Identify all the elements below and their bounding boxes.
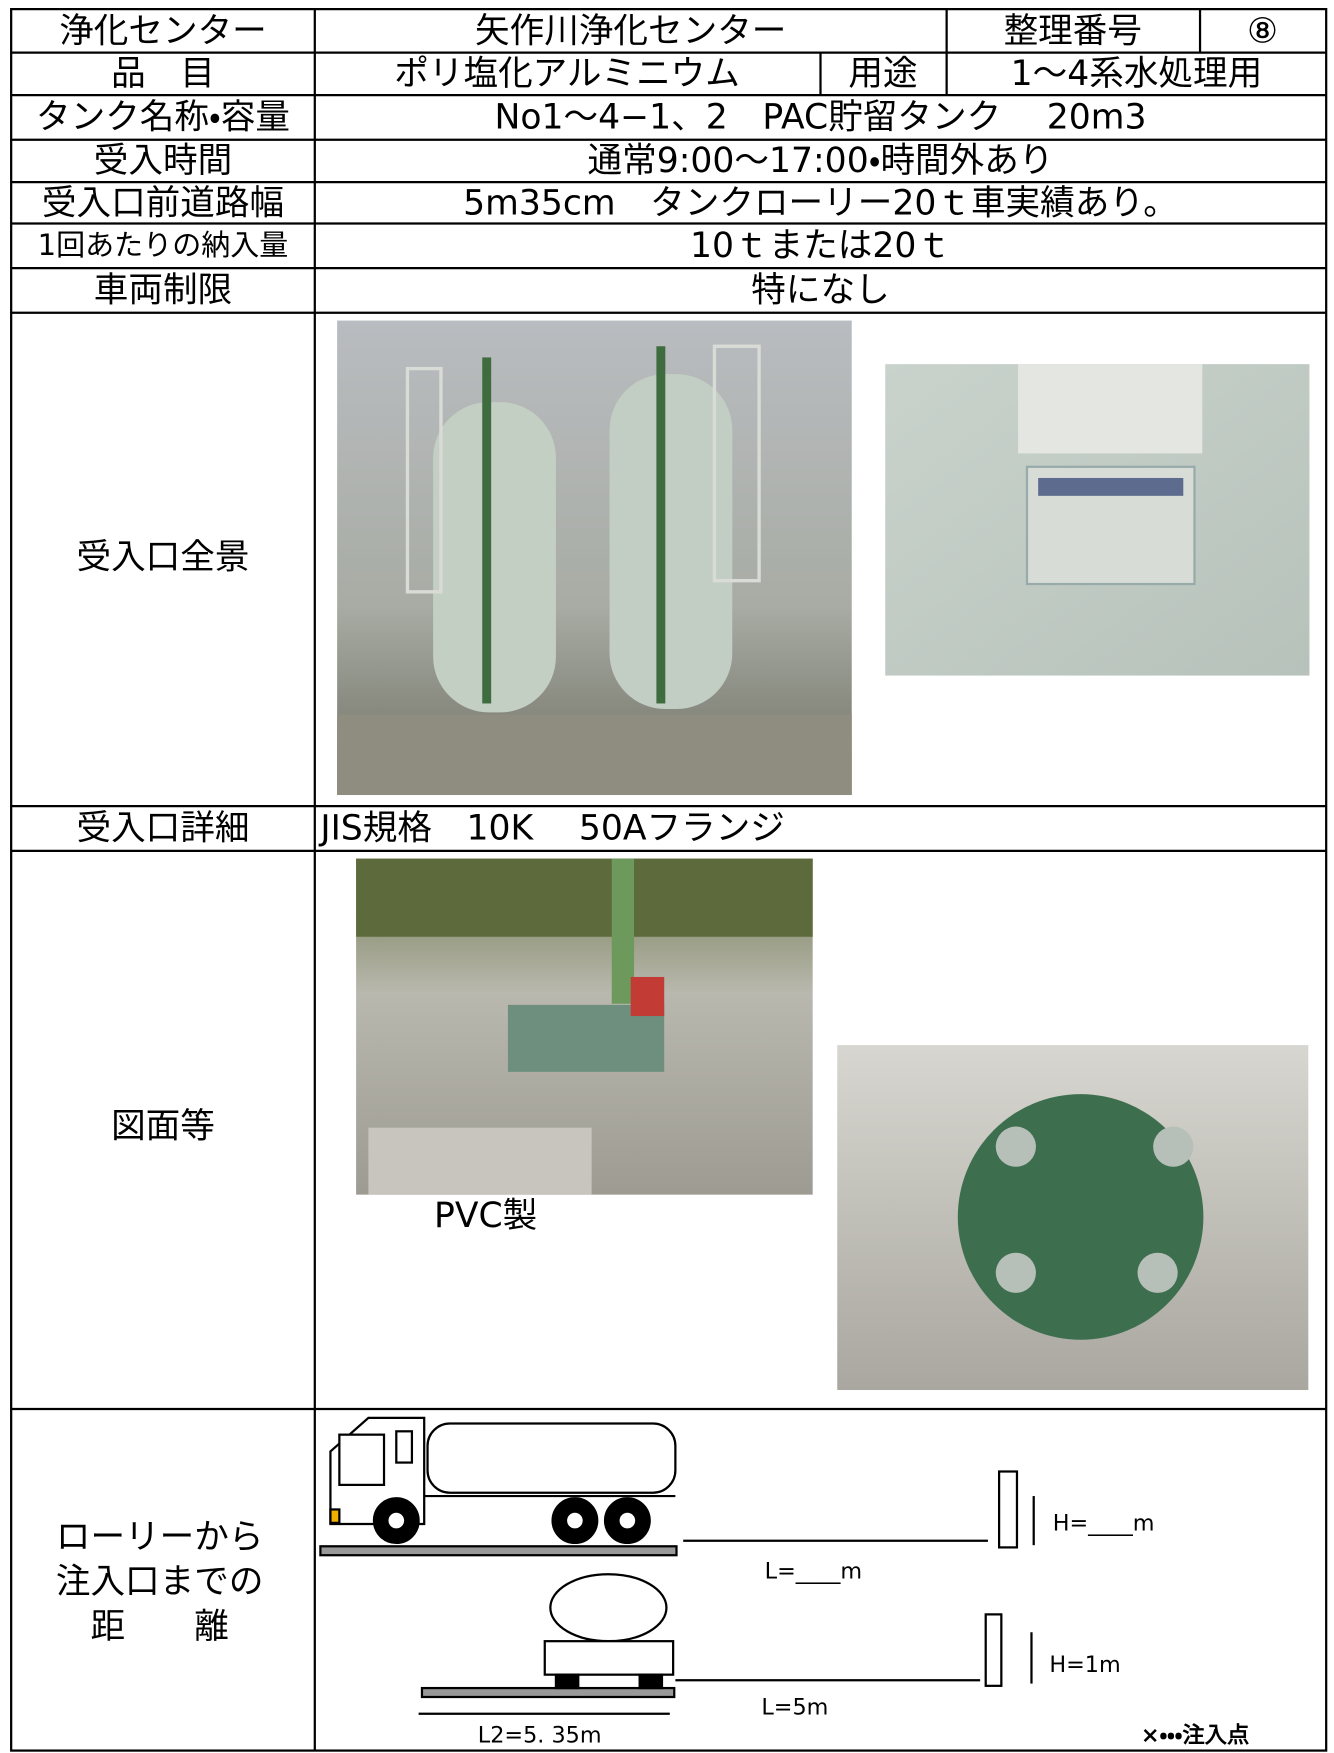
table-text: 浄化センター 矢作川浄化センター 整理番号 ⑧ 品 目 ポリ塩化アルミニウム 用…: [36, 12, 1278, 1647]
caption: PVC製: [434, 1196, 537, 1236]
value: ⑧: [1247, 12, 1278, 52]
value: ポリ塩化アルミニウム: [394, 54, 740, 94]
value: No1〜4−1、2 PAC貯留タンク 20m3: [494, 98, 1146, 138]
value: 1〜4系水処理用: [1011, 54, 1263, 94]
value: 10ｔまたは20ｔ: [690, 226, 951, 266]
value: 特になし: [751, 271, 889, 311]
label: 図面等: [111, 1107, 215, 1147]
label: 受入時間: [94, 141, 232, 181]
value: 5m35cm タンクローリー20ｔ車実績あり。: [463, 183, 1178, 223]
label: 受入口前道路幅: [42, 183, 284, 223]
length-label: L=5m: [761, 1695, 828, 1721]
label: 浄化センター: [59, 12, 267, 52]
diagram-labels: H=____m L=____m H=1m L=5m L2=5. 35m ×・・・…: [478, 1510, 1249, 1748]
label: 用途: [848, 54, 917, 94]
label: タンク名称・容量: [36, 98, 290, 138]
value: 矢作川浄化センター: [475, 12, 786, 52]
photo-inlet: [356, 858, 813, 1195]
photo-nameplate: [885, 364, 1310, 676]
diagram: [319, 1416, 1035, 1715]
label: 受入口全景: [76, 537, 249, 577]
photo-tanks: [337, 320, 852, 796]
label: 車両制限: [94, 271, 232, 311]
label: 距 離: [90, 1607, 228, 1647]
label: 整理番号: [1004, 12, 1142, 52]
label: 受入口詳細: [76, 809, 249, 849]
label: 注入口までの: [56, 1562, 264, 1602]
value: JIS規格 10K 50Aフランジ: [318, 809, 785, 849]
width-label: L2=5. 35m: [478, 1723, 602, 1749]
legend: ×・・・注入点: [1141, 1722, 1249, 1749]
value: 通常9:00〜17:00・時間外あり: [588, 141, 1054, 181]
label: ローリーから: [56, 1517, 264, 1557]
label: 1回あたりの納入量: [38, 228, 289, 262]
table-grid: [10, 8, 1328, 1752]
height-label: H=____m: [1053, 1510, 1155, 1536]
photo-flange: [837, 1045, 1309, 1391]
height-label: H=1m: [1049, 1652, 1120, 1678]
length-label: L=____m: [765, 1558, 863, 1584]
label: 品 目: [111, 54, 215, 94]
